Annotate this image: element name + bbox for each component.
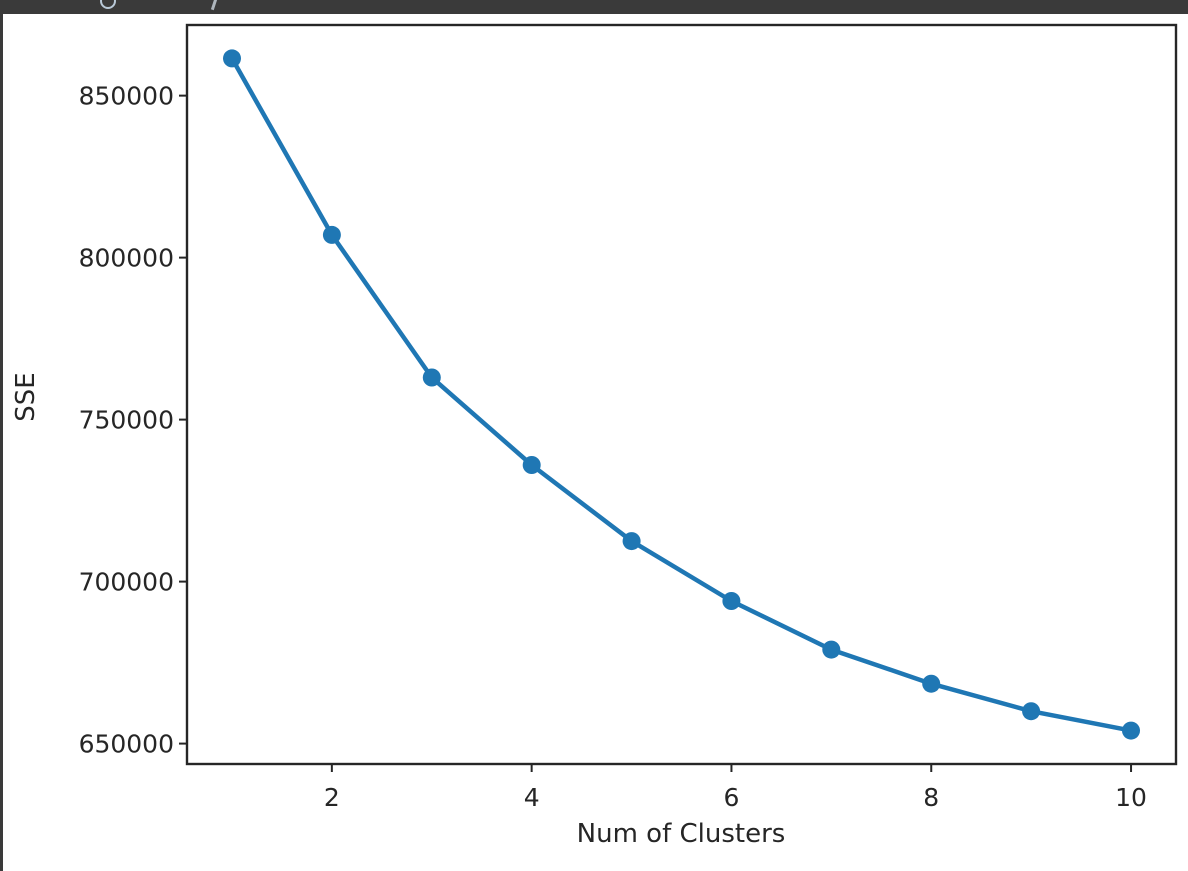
- plot-area-border: [185, 23, 1178, 766]
- y-tick-label: 850000: [79, 82, 174, 111]
- y-tick-label: 700000: [79, 568, 174, 597]
- data-point: [922, 674, 941, 693]
- x-tick-label: 8: [923, 783, 939, 812]
- data-point: [322, 225, 341, 244]
- x-tick-label: 4: [524, 783, 540, 812]
- window-left-border: [0, 0, 3, 871]
- data-point: [223, 49, 241, 68]
- titlebar-glyph-fragment-icon: [210, 0, 218, 11]
- y-tick-label: 800000: [79, 244, 174, 273]
- x-axis-label: Num of Clusters: [577, 819, 786, 849]
- data-point: [1022, 702, 1041, 721]
- data-point: [1122, 721, 1140, 740]
- window-title-bar[interactable]: [0, 0, 1188, 14]
- data-point: [522, 456, 541, 474]
- data-line: [229, 56, 1134, 733]
- y-tick-label: 650000: [79, 730, 174, 759]
- data-point: [822, 640, 841, 659]
- x-tick-label: 6: [723, 783, 739, 812]
- data-point: [422, 368, 441, 387]
- data-point: [722, 592, 741, 610]
- x-tick-label: 2: [324, 783, 340, 812]
- titlebar-glyph-fragment-icon: [100, 0, 116, 9]
- x-tick-label: 10: [1115, 783, 1147, 812]
- y-tick-label: 750000: [79, 406, 174, 435]
- data-point: [622, 532, 641, 551]
- y-axis-label: SSE: [11, 372, 41, 421]
